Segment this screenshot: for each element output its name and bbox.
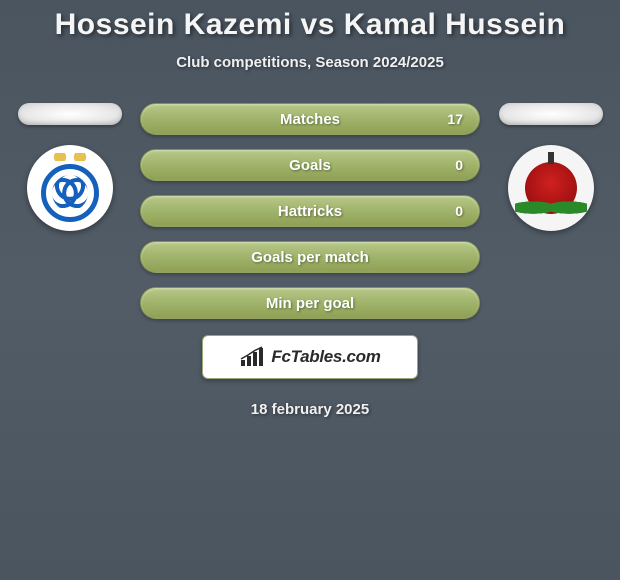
stats-column: Matches 17 Goals 0 Hattricks 0 Goals per… (140, 103, 480, 319)
stat-right-value: 0 (455, 203, 463, 219)
stat-label: Goals (141, 157, 479, 174)
stat-right-value: 17 (447, 111, 463, 127)
stat-label: Goals per match (141, 249, 479, 266)
stat-row-min-per-goal: Min per goal (140, 287, 480, 319)
stat-row-matches: Matches 17 (140, 103, 480, 135)
main-row: Matches 17 Goals 0 Hattricks 0 Goals per… (0, 103, 620, 319)
comparison-card: Hossein Kazemi vs Kamal Hussein Club com… (0, 0, 620, 418)
stat-label: Min per goal (141, 295, 479, 312)
stat-row-goals-per-match: Goals per match (140, 241, 480, 273)
brand-text: FcTables.com (271, 347, 380, 367)
player-left-name-pill (18, 103, 122, 125)
bar-chart-icon (239, 346, 265, 368)
esteghlal-crest (27, 145, 113, 231)
team-left-column (17, 103, 122, 231)
subtitle: Club competitions, Season 2024/2025 (0, 54, 620, 71)
stat-label: Hattricks (141, 203, 479, 220)
team-right-column (498, 103, 603, 231)
page-title: Hossein Kazemi vs Kamal Hussein (0, 8, 620, 42)
stat-row-goals: Goals 0 (140, 149, 480, 181)
crest-right-emblem-icon (525, 162, 577, 214)
date-line: 18 february 2025 (0, 401, 620, 418)
player-right-name-pill (499, 103, 603, 125)
stat-row-hattricks: Hattricks 0 (140, 195, 480, 227)
al-rayyan-crest (508, 145, 594, 231)
crest-left-rings-icon (41, 164, 99, 222)
stat-right-value: 0 (455, 157, 463, 173)
stat-label: Matches (141, 111, 479, 128)
brand-badge[interactable]: FcTables.com (202, 335, 418, 379)
